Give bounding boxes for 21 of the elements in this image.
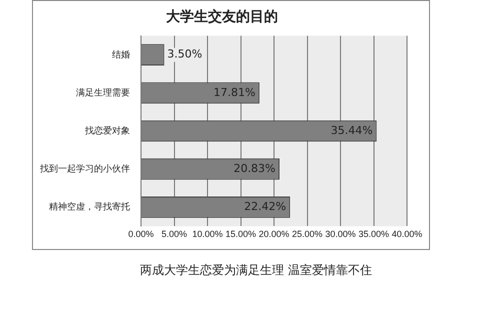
y-tick-label: 找恋爱对象 [84, 125, 130, 136]
data-label: 22.42% [244, 200, 286, 214]
x-tick-label: 35.00% [358, 229, 390, 240]
data-label: 35.44% [330, 124, 373, 137]
y-tick-label: 精神空虚，寻找寄托 [49, 202, 130, 212]
y-tick-label: 满足生理需要 [76, 87, 130, 98]
data-label: 17.81% [213, 86, 256, 99]
chart-title: 大学生交友的目的 [166, 8, 278, 26]
x-tick-label: 5.00% [161, 229, 188, 240]
data-label: 20.83% [234, 162, 276, 175]
x-tick-label: 40.00% [392, 229, 422, 240]
x-tick-label: 25.00% [292, 229, 323, 240]
x-tick-label: 0.00% [128, 229, 154, 240]
data-label: 3.50% [167, 48, 202, 61]
y-tick-label: 结婚 [112, 49, 130, 60]
y-tick-label: 找到一起学习的小伙伴 [39, 164, 130, 174]
x-tick-label: 10.00% [192, 229, 223, 240]
text: 两成大学生恋爱为满足生理 温室爱情靠不住 [140, 262, 372, 279]
x-tick-label: 20.00% [258, 229, 290, 240]
x-tick-label: 15.00% [225, 229, 256, 240]
x-tick-label: 30.00% [325, 229, 356, 240]
